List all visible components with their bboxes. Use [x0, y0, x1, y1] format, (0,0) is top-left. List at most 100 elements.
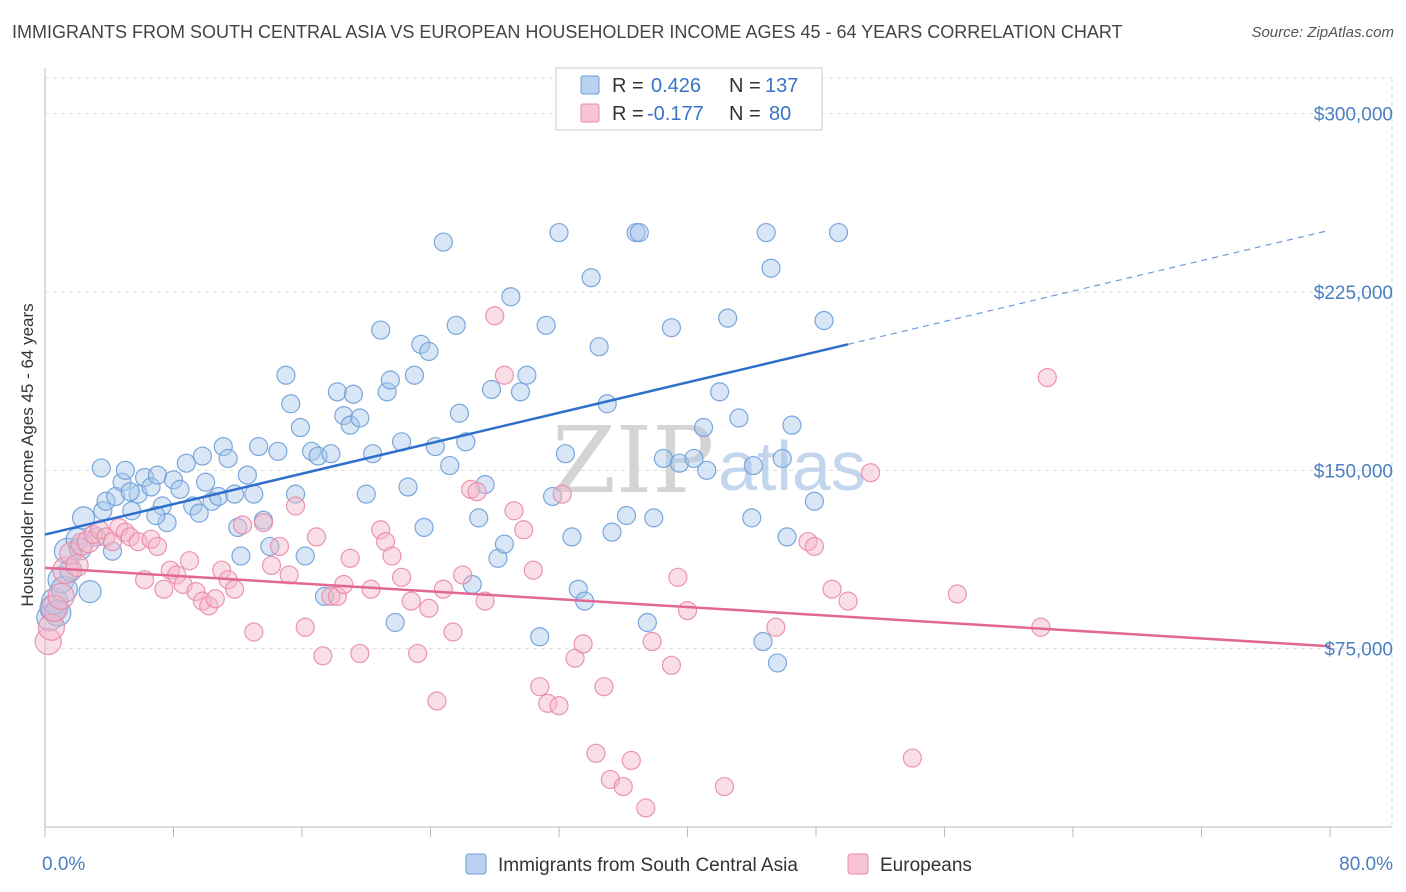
source-credit: Source: ZipAtlas.com: [1251, 24, 1394, 41]
south-central-asia-point-63: [385, 612, 405, 633]
europeans-point-12: [102, 532, 123, 552]
south-central-asia-point-66: [404, 365, 425, 385]
europeans-point-52: [401, 591, 421, 611]
south-central-asia-point-40: [249, 436, 269, 457]
chart-title: IMMIGRANTS FROM SOUTH CENTRAL ASIA VS EU…: [12, 22, 1123, 42]
europeans-point-33: [244, 622, 264, 642]
south-central-asia-point-112: [772, 448, 792, 469]
europeans-point-31: [224, 579, 245, 599]
series-legend-swatch-blue: [465, 853, 487, 875]
europeans-point-87: [822, 579, 842, 599]
south-central-asia-point-61: [377, 382, 397, 402]
europeans-point-89: [861, 463, 881, 483]
south-central-asia-point-74: [449, 403, 470, 423]
europeans-point-20: [154, 579, 174, 599]
south-central-asia-point-52: [321, 444, 341, 464]
south-central-asia-point-84: [517, 365, 537, 385]
south-central-asia-point-127: [91, 458, 111, 478]
europeans-point-88: [838, 591, 858, 611]
europeans-point-65: [514, 520, 534, 540]
south-central-asia-point-103: [669, 453, 690, 473]
south-central-asia-point-124: [146, 505, 166, 526]
trend-line-europeans: [44, 566, 1331, 648]
europeans-point-60: [467, 482, 487, 502]
europeans-point-63: [494, 365, 514, 385]
series-legend: Immigrants from South Central Asia Europ…: [465, 853, 972, 876]
europeans-point-72: [573, 634, 593, 654]
south-central-asia-point-31: [196, 472, 216, 492]
legend-r-label-2: R =: [612, 103, 644, 125]
legend-n-value-2: 80: [769, 103, 791, 125]
gridlines: [45, 77, 1393, 827]
x-tick-label-0: 0.0%: [42, 854, 85, 875]
europeans-point-6: [65, 553, 89, 578]
series-europeans: [34, 306, 1057, 818]
south-central-asia-point-114: [782, 415, 802, 435]
stats-legend: R = 0.426 N = 137 R = -0.177 N = 80: [555, 67, 823, 131]
south-central-asia-point-116: [828, 222, 849, 243]
axes: [44, 68, 1392, 837]
south-central-asia-point-67: [411, 334, 431, 354]
series-legend-label-blue: Immigrants from South Central Asia: [498, 855, 798, 876]
europeans-point-79: [642, 631, 662, 652]
stats-legend-box: [555, 67, 823, 131]
europeans-point-68: [538, 693, 558, 713]
south-central-asia-point-65: [398, 477, 418, 497]
europeans-point-71: [565, 648, 585, 668]
south-central-asia-point-14: [96, 491, 116, 511]
south-central-asia-point-73: [446, 315, 466, 335]
europeans-point-84: [766, 617, 786, 637]
europeans-point-36: [269, 536, 290, 557]
europeans-point-91: [947, 584, 967, 604]
legend-n-label-1: N =: [729, 75, 761, 97]
europeans-point-74: [594, 677, 614, 697]
europeans-point-19: [147, 536, 168, 557]
south-central-asia-point-106: [710, 382, 730, 402]
europeans-point-32: [232, 515, 253, 535]
south-central-asia-point-86: [536, 315, 556, 335]
europeans-point-82: [677, 601, 698, 621]
south-central-asia-point-83: [510, 382, 531, 402]
south-central-asia-point-117: [742, 508, 762, 528]
south-central-asia-point-104: [684, 448, 704, 469]
europeans-point-55: [427, 691, 447, 711]
south-central-asia-point-33: [208, 486, 229, 507]
europeans-point-58: [453, 565, 473, 585]
south-central-asia-point-27: [170, 479, 190, 499]
europeans-point-42: [321, 586, 341, 606]
europeans-point-80: [661, 655, 682, 675]
legend-r-value-2: -0.177: [647, 103, 704, 125]
south-central-asia-point-99: [637, 612, 657, 633]
europeans-point-93: [1037, 368, 1057, 388]
europeans-point-25: [186, 581, 206, 602]
south-central-asia-point-42: [260, 536, 280, 557]
europeans-point-43: [327, 586, 347, 606]
europeans-point-69: [549, 696, 569, 716]
europeans-point-56: [433, 579, 453, 599]
south-central-asia-point-58: [356, 484, 376, 504]
south-central-asia-point-59: [363, 444, 383, 464]
south-central-asia-point-109: [743, 455, 763, 476]
series-south-central-asia: [36, 222, 849, 673]
y-tick-label-3: $300,000: [1314, 105, 1393, 126]
south-central-asia-point-69: [419, 341, 439, 362]
europeans-point-39: [295, 617, 315, 637]
legend-n-label-2: N =: [729, 103, 761, 125]
europeans-point-41: [313, 646, 333, 666]
x-tick-label-1: 80.0%: [1339, 854, 1393, 875]
europeans-point-34: [253, 513, 274, 533]
legend-r-value-1: 0.426: [651, 75, 701, 97]
europeans-point-49: [375, 532, 396, 552]
south-central-asia-point-37: [231, 546, 251, 566]
europeans-point-83: [714, 776, 735, 797]
europeans-point-66: [523, 560, 543, 580]
europeans-point-76: [613, 776, 633, 797]
y-tick-labels: $75,000 $150,000 $225,000 $300,000: [1314, 105, 1393, 661]
south-central-asia-point-91: [568, 579, 588, 599]
europeans-point-18: [141, 529, 161, 549]
south-central-asia-point-82: [501, 287, 521, 307]
europeans-point-57: [443, 622, 463, 642]
trend-lines: [44, 229, 1331, 648]
europeans-point-27: [199, 596, 219, 616]
